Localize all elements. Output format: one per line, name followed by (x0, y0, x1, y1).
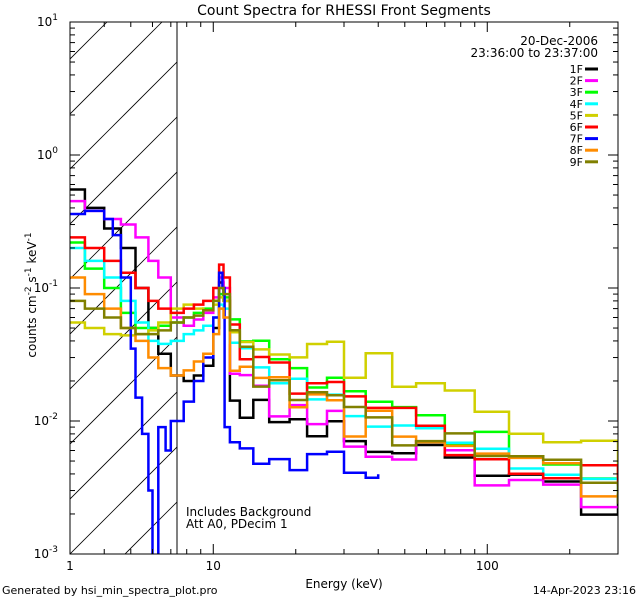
axis-ticks (69, 21, 619, 555)
legend-label-3F: 3F (570, 86, 583, 99)
legend-label-9F: 9F (570, 156, 583, 169)
y-tick-label: 10-2 (34, 412, 58, 428)
series-line-7F (70, 209, 380, 554)
annotation-background: Includes Background (186, 505, 311, 519)
footer-generated-by: Generated by hsi_min_spectra_plot.pro (2, 584, 218, 597)
legend-label-5F: 5F (570, 109, 583, 122)
x-tick-label: 1 (66, 559, 74, 573)
time-range-label: 23:36:00 to 23:37:00 (471, 46, 598, 60)
y-tick-label: 100 (37, 146, 58, 162)
legend-label-2F: 2F (570, 75, 583, 88)
legend-label-6F: 6F (570, 121, 583, 134)
y-tick-label: 101 (37, 13, 58, 29)
legend-label-8F: 8F (570, 144, 583, 157)
legend-label-1F: 1F (570, 63, 583, 76)
annotation-attenuator: Att A0, PDecim 1 (186, 517, 288, 531)
chart-title: Count Spectra for RHESSI Front Segments (197, 3, 491, 19)
x-tick-label: 10 (206, 559, 221, 573)
series-line-8F (70, 276, 618, 498)
y-tick-label: 10-3 (34, 545, 58, 561)
y-axis-label: counts cm-2 s-1 keV-1 (24, 232, 39, 357)
legend-label-7F: 7F (570, 133, 583, 146)
series-line-9F (70, 286, 618, 504)
x-axis-label: Energy (keV) (305, 577, 382, 591)
footer-timestamp: 14-Apr-2023 23:16 (533, 584, 636, 597)
x-tick-label: 100 (476, 559, 499, 573)
y-tick-label: 10-1 (34, 279, 58, 295)
date-label: 20-Dec-2006 (520, 34, 598, 48)
legend-label-4F: 4F (570, 98, 583, 111)
